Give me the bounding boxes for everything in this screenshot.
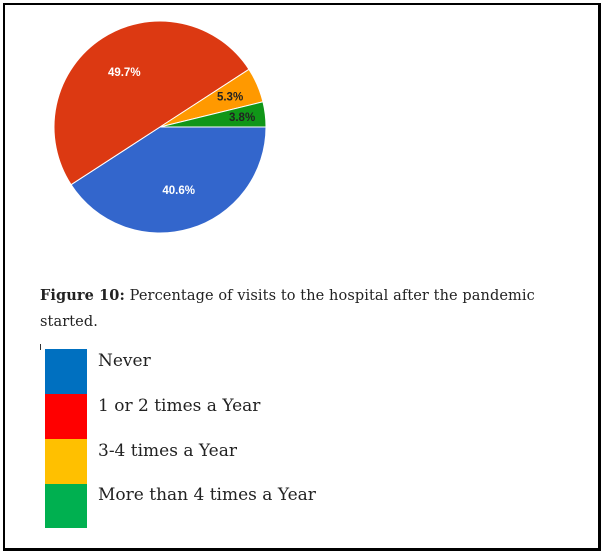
pie-slice-1-2-times xyxy=(53,20,250,186)
pie-chart: 40.6% 49.7% 5.3% 3.8% xyxy=(53,20,267,234)
legend-swatch-1-2-times xyxy=(45,394,87,439)
legend-tick-mark xyxy=(40,344,41,350)
pie-label-never: 40.6% xyxy=(162,185,195,197)
legend-swatch-3-4-times xyxy=(45,439,87,484)
legend-label-3-4-times: 3-4 times a Year xyxy=(98,441,237,461)
caption-text: Percentage of visits to the hospital aft… xyxy=(40,288,535,330)
legend-label-1-2-times: 1 or 2 times a Year xyxy=(98,396,261,416)
pie-slice-more-than-4 xyxy=(159,101,267,128)
caption-label: Figure 10: xyxy=(40,287,125,304)
legend-label-more-than-4: More than 4 times a Year xyxy=(98,485,316,505)
legend-label-never: Never xyxy=(98,351,151,371)
figure-caption: Figure 10: Percentage of visits to the h… xyxy=(40,283,588,335)
pie-label-1-2-times: 49.7% xyxy=(108,67,141,79)
legend-swatch-more-than-4 xyxy=(45,484,87,528)
pie-label-3-4-times: 5.3% xyxy=(217,92,243,104)
legend-swatch-never xyxy=(45,349,87,394)
pie-label-more-than-4: 3.8% xyxy=(229,112,255,124)
